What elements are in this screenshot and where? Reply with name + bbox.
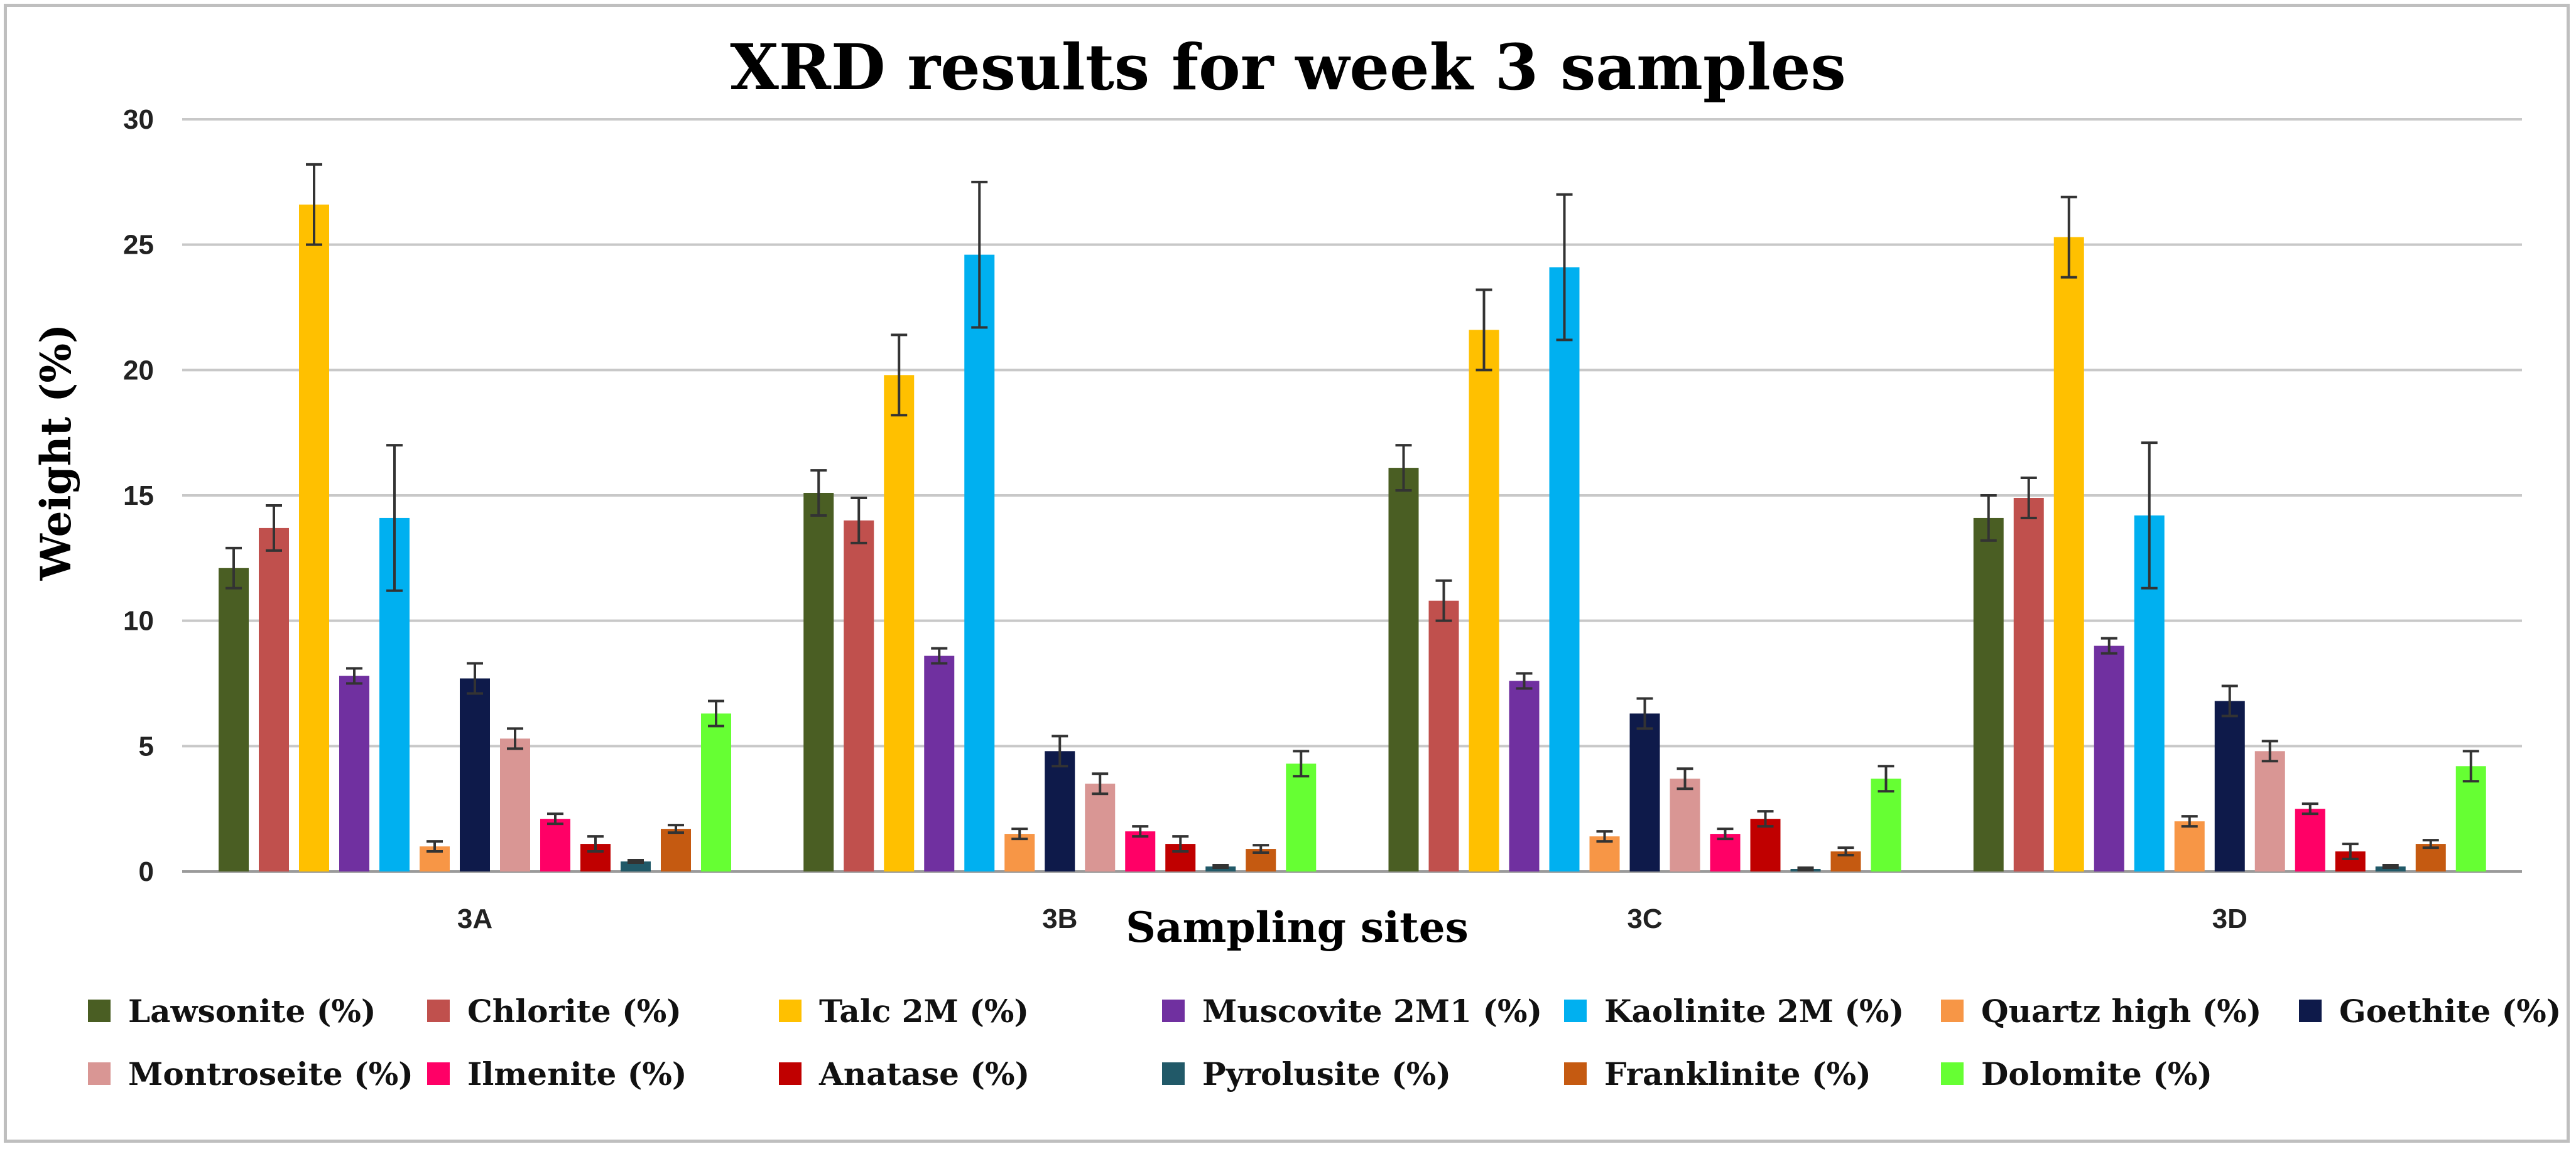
legend-item: Pyrolusite (%) <box>1162 1055 1564 1092</box>
bar <box>2094 645 2124 871</box>
legend-swatch <box>1564 1000 1587 1022</box>
bar <box>1629 713 1660 871</box>
bar <box>500 738 530 871</box>
legend-item: Muscovite 2M1 (%) <box>1162 993 1564 1030</box>
bar <box>661 829 691 871</box>
legend-label: Franklinite (%) <box>1604 1055 1871 1092</box>
legend-swatch <box>88 1000 111 1022</box>
category-labels: 3A 3B 3C 3D <box>457 904 2247 934</box>
category-label: 3C <box>1627 904 1662 934</box>
legend-label: Talc 2M (%) <box>819 992 1030 1030</box>
bar <box>1670 779 1700 871</box>
bar <box>2214 701 2245 871</box>
legend-item: Anatase (%) <box>779 1055 1162 1092</box>
legend-row: Montroseite (%) Ilmenite (%) Anatase (%) Py… <box>88 1042 2538 1105</box>
legend-item: Talc 2M (%) <box>779 993 1162 1030</box>
legend-item: Kaolinite 2M (%) <box>1564 993 1941 1030</box>
legend-label: Anatase (%) <box>819 1055 1030 1092</box>
gridlines <box>182 118 2522 873</box>
y-axis-title: Weight (%) <box>31 324 80 581</box>
y-tick-labels: 0 5 10 15 20 25 30 <box>123 104 154 887</box>
legend-label: Montroseite (%) <box>128 1055 413 1092</box>
bar <box>219 568 249 871</box>
bar <box>2254 751 2285 871</box>
category-label: 3B <box>1042 904 1077 934</box>
y-tick-label: 20 <box>123 355 154 386</box>
legend-item: Lawsonite (%) <box>88 993 427 1030</box>
bar <box>924 655 955 871</box>
legend-label: Ilmenite (%) <box>467 1055 687 1092</box>
y-tick-label: 10 <box>123 606 154 637</box>
bar <box>2174 821 2205 871</box>
legend-item: Dolomite (%) <box>1941 1055 2299 1092</box>
legend-item: Chlorite (%) <box>427 993 779 1030</box>
legend-label: Kaolinite 2M (%) <box>1604 992 1905 1030</box>
legend-label: Chlorite (%) <box>467 992 682 1030</box>
y-tick-label: 15 <box>123 480 154 511</box>
x-axis-title: Sampling sites <box>1126 903 1469 952</box>
bars <box>219 204 2486 872</box>
legend-swatch <box>427 1062 450 1085</box>
bar <box>339 676 369 871</box>
legend-swatch <box>779 1062 802 1085</box>
bar <box>2053 237 2084 872</box>
bar <box>2295 809 2325 871</box>
bar <box>1549 267 1580 871</box>
legend-label: Muscovite 2M1 (%) <box>1202 992 1543 1030</box>
legend-swatch <box>88 1062 111 1085</box>
bar <box>1085 784 1116 871</box>
bar <box>803 493 834 871</box>
y-tick-label: 0 <box>139 856 154 887</box>
legend-label: Quartz high (%) <box>1981 992 2262 1030</box>
legend-swatch <box>1941 1062 1964 1085</box>
bar <box>299 204 329 872</box>
bar <box>1125 831 1156 871</box>
legend-item: Goethite (%) <box>2299 993 2561 1030</box>
legend-swatch <box>1162 1000 1185 1022</box>
legend-label: Lawsonite (%) <box>128 992 376 1030</box>
legend-label: Dolomite (%) <box>1981 1055 2213 1092</box>
bar <box>540 819 570 871</box>
legend-swatch <box>779 1000 802 1022</box>
legend-swatch <box>1564 1062 1587 1085</box>
legend-swatch <box>1941 1000 1964 1022</box>
y-tick-label: 25 <box>123 230 154 261</box>
legend-swatch <box>2299 1000 2322 1022</box>
bar <box>460 678 490 871</box>
bar <box>701 713 731 871</box>
error-bars <box>226 163 2479 872</box>
bar <box>1973 517 2004 871</box>
bar <box>1871 779 1901 871</box>
legend: Lawsonite (%) Chlorite (%) Talc 2M (%) Musc… <box>88 979 2561 1105</box>
bar <box>844 520 874 871</box>
bar <box>884 375 915 871</box>
legend-label: Pyrolusite (%) <box>1202 1055 1451 1092</box>
bar <box>2013 497 2044 871</box>
category-label: 3D <box>2212 904 2247 934</box>
legend-label: Goethite (%) <box>2339 992 2562 1030</box>
legend-swatch <box>427 1000 450 1022</box>
legend-item: Franklinite (%) <box>1564 1055 1941 1092</box>
bar <box>1469 330 1499 871</box>
chart-title: XRD results for week 3 samples <box>730 30 1846 104</box>
legend-item: Montroseite (%) <box>88 1055 427 1092</box>
bar <box>1428 600 1459 871</box>
bar <box>1045 751 1075 871</box>
legend-swatch <box>1162 1062 1185 1085</box>
bar <box>259 527 289 871</box>
bar <box>1286 763 1317 871</box>
bar <box>1509 681 1540 871</box>
legend-item: Quartz high (%) <box>1941 993 2299 1030</box>
bar <box>2455 766 2486 871</box>
legend-item: Ilmenite (%) <box>427 1055 779 1092</box>
y-tick-label: 5 <box>139 731 154 762</box>
bar <box>964 254 995 871</box>
bar <box>1388 468 1419 871</box>
y-tick-label: 30 <box>123 104 154 135</box>
legend-row: Lawsonite (%) Chlorite (%) Talc 2M (%) Musc… <box>88 979 2561 1042</box>
category-label: 3A <box>457 904 492 934</box>
